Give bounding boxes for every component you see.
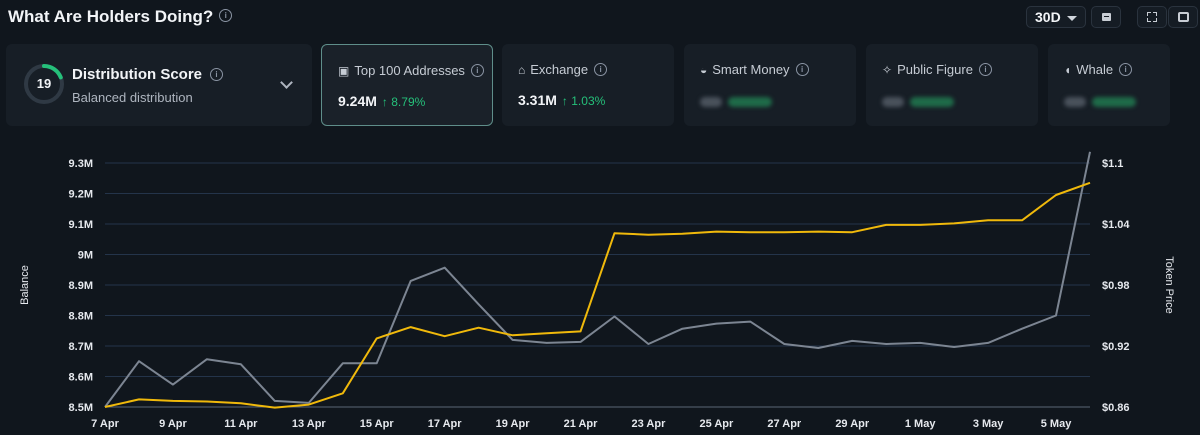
distribution-score-card[interactable]: 19 Distribution Score i Balanced distribu… <box>6 44 312 126</box>
price-series-line <box>104 151 1091 408</box>
card-change: ↑ 1.03% <box>561 94 606 108</box>
y-tick-label: 8.8M <box>69 311 93 323</box>
calendar-button[interactable] <box>1091 6 1121 28</box>
x-tick-label: 7 Apr <box>91 418 119 430</box>
y2-tick-label: $0.86 <box>1102 402 1130 414</box>
header: What Are Holders Doing? i 30D <box>0 0 1200 36</box>
holder-card-whale[interactable]: ◖ Whale i <box>1048 44 1170 126</box>
y-tick-label: 8.9M <box>69 280 93 292</box>
card-label: ✧ Public Figure i <box>882 62 992 77</box>
card-value: 9.24M ↑ 8.79% <box>338 93 425 109</box>
info-icon[interactable]: i <box>210 67 224 81</box>
fullscreen-icon <box>1147 12 1157 22</box>
blurred-value <box>1064 94 1150 107</box>
x-tick-label: 23 Apr <box>632 418 667 430</box>
info-icon[interactable]: i <box>470 64 484 78</box>
y-tick-label: 8.6M <box>69 372 93 384</box>
card-label-text: Smart Money <box>712 62 790 77</box>
chevron-down-icon[interactable] <box>280 76 293 89</box>
x-tick-label: 9 Apr <box>159 418 187 430</box>
x-tick-label: 3 May <box>973 418 1004 430</box>
x-tick-label: 15 Apr <box>360 418 395 430</box>
wallet-icon: ▣ <box>338 64 350 78</box>
x-tick-label: 27 Apr <box>767 418 802 430</box>
card-value: 3.31M ↑ 1.03% <box>518 92 605 108</box>
info-icon[interactable]: i <box>978 63 992 77</box>
y-tick-label: 8.7M <box>69 341 93 353</box>
x-tick-label: 21 Apr <box>564 418 599 430</box>
card-label: ◖ Whale i <box>1064 62 1133 77</box>
x-tick-label: 29 Apr <box>835 418 870 430</box>
period-value: 30D <box>1035 9 1061 25</box>
card-value-text: 3.31M <box>518 92 557 108</box>
y2-tick-label: $0.92 <box>1102 341 1130 353</box>
card-label-text: Public Figure <box>897 62 973 77</box>
y-tick-label: 9.2M <box>69 189 93 201</box>
info-icon[interactable]: i <box>795 63 809 77</box>
x-tick-label: 1 May <box>905 418 936 430</box>
card-change: ↑ 8.79% <box>381 95 426 109</box>
info-icon[interactable]: i <box>219 9 233 23</box>
page-title: What Are Holders Doing? i <box>8 7 233 27</box>
score-gauge <box>24 64 64 104</box>
whale-icon: ◖ <box>1064 63 1072 77</box>
page-title-text: What Are Holders Doing? <box>8 7 214 26</box>
y2-tick-label: $1.04 <box>1102 219 1130 231</box>
card-label-text: Whale <box>1076 62 1114 77</box>
screenshot-button[interactable] <box>1168 6 1198 28</box>
calendar-icon <box>1102 13 1111 21</box>
distribution-title-text: Distribution Score <box>72 66 203 83</box>
holder-card-smart-money[interactable]: ◒ Smart Money i <box>684 44 856 126</box>
card-label-text: Top 100 Addresses <box>354 63 465 78</box>
y-tick-label: 8.5M <box>69 402 93 414</box>
y-axis-label: Balance <box>19 265 31 305</box>
y-tick-label: 9M <box>78 250 93 262</box>
x-tick-label: 13 Apr <box>292 418 327 430</box>
distribution-subtitle: Balanced distribution <box>72 90 193 105</box>
fullscreen-button[interactable] <box>1137 6 1167 28</box>
y-tick-label: 9.3M <box>69 158 93 170</box>
card-label: ⌂ Exchange i <box>518 62 608 77</box>
holder-card-public-figure[interactable]: ✧ Public Figure i <box>866 44 1038 126</box>
holders-chart: 8.5M 8.6M 8.7M 8.8M 8.9M 9M 9.1M 9.2M 9.3M $0.86 $… <box>19 151 1175 430</box>
holder-card-top-100-addresses[interactable]: ▣ Top 100 Addresses i 9.24M ↑ 8.79% <box>321 44 493 126</box>
x-tick-label: 11 Apr <box>224 418 258 430</box>
x-tick-label: 17 Apr <box>428 418 463 430</box>
camera-icon <box>1178 12 1189 22</box>
holder-card-exchange[interactable]: ⌂ Exchange i 3.31M ↑ 1.03% <box>502 44 674 126</box>
card-label: ▣ Top 100 Addresses i <box>338 63 484 78</box>
balance-series-line <box>104 181 1091 409</box>
distribution-score-title: Distribution Score i <box>72 66 224 83</box>
y2-tick-label: $1.1 <box>1102 158 1123 170</box>
chevron-down-icon <box>1067 16 1077 21</box>
y-tick-label: 9.1M <box>69 219 93 231</box>
bank-icon: ⌂ <box>518 63 526 77</box>
info-icon[interactable]: i <box>1119 63 1133 77</box>
card-label-text: Exchange <box>530 62 589 77</box>
blurred-value <box>700 94 786 107</box>
smart-money-icon: ◒ <box>700 63 708 77</box>
x-tick-label: 25 Apr <box>699 418 734 430</box>
card-value-text: 9.24M <box>338 93 377 109</box>
public-figure-icon: ✧ <box>882 63 893 77</box>
y2-axis-label: Token Price <box>1163 256 1175 313</box>
card-label: ◒ Smart Money i <box>700 62 809 77</box>
x-tick-label: 19 Apr <box>496 418 531 430</box>
blurred-value <box>882 94 968 107</box>
info-icon[interactable]: i <box>594 63 608 77</box>
y2-tick-label: $0.98 <box>1102 280 1130 292</box>
x-tick-label: 5 May <box>1041 418 1072 430</box>
distribution-score-value: 19 <box>36 76 52 91</box>
period-select[interactable]: 30D <box>1026 6 1086 28</box>
